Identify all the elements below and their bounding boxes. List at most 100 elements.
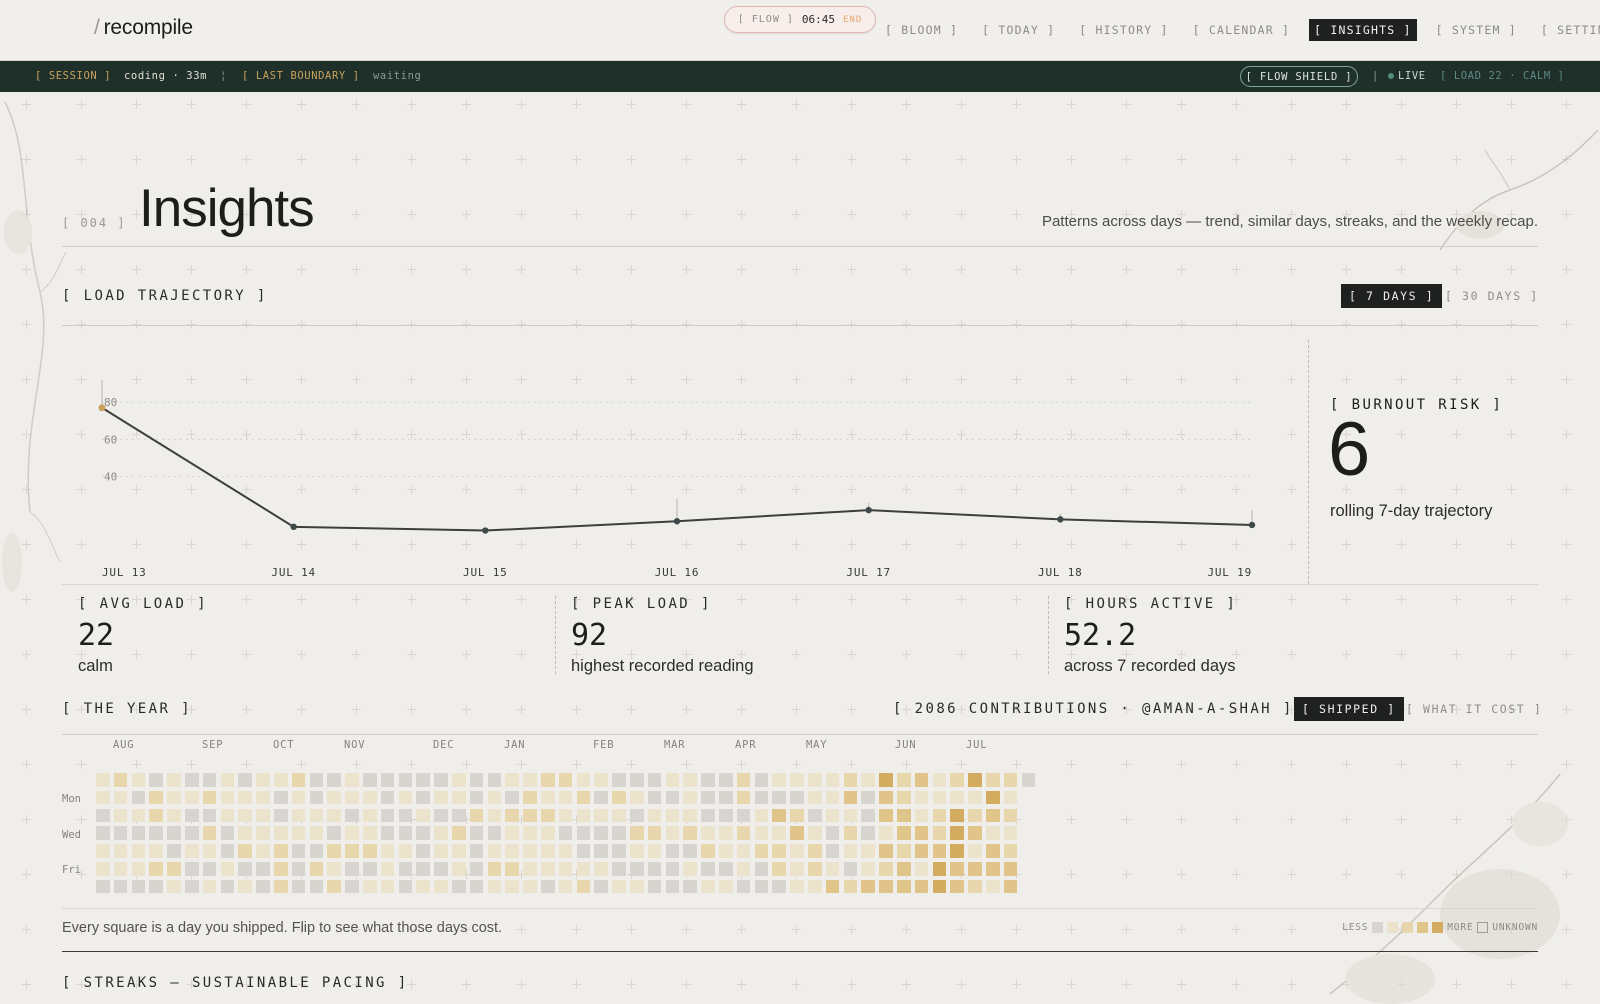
heatmap-cell[interactable]	[612, 826, 626, 840]
heatmap-cell[interactable]	[416, 844, 430, 858]
heatmap-cell[interactable]	[469, 808, 484, 823]
app-logo[interactable]: / recompile	[94, 16, 193, 40]
heatmap-cell[interactable]	[309, 790, 324, 805]
heatmap-cell[interactable]	[665, 790, 680, 805]
heatmap-cell[interactable]	[434, 879, 448, 894]
heatmap-cell[interactable]	[345, 826, 359, 840]
heatmap-cell[interactable]	[950, 844, 964, 858]
heatmap-cell[interactable]	[968, 862, 982, 876]
heatmap-cell[interactable]	[380, 826, 395, 840]
heatmap-cell[interactable]	[416, 879, 430, 894]
heatmap-cell[interactable]	[452, 862, 466, 876]
heatmap-cell[interactable]	[202, 826, 217, 840]
heatmap-cell[interactable]	[986, 790, 1000, 805]
heatmap-cell[interactable]	[754, 844, 769, 858]
heatmap-cell[interactable]	[434, 773, 448, 787]
heatmap-cell[interactable]	[452, 808, 466, 823]
heatmap-cell[interactable]	[825, 773, 840, 787]
heatmap-cell[interactable]	[950, 808, 964, 823]
heatmap-cell[interactable]	[986, 879, 1000, 894]
heatmap-cell[interactable]	[647, 879, 662, 894]
heatmap-cell[interactable]	[113, 826, 128, 840]
heatmap-cell[interactable]	[167, 790, 181, 805]
heatmap-cell[interactable]	[558, 808, 573, 823]
heatmap-cell[interactable]	[256, 790, 270, 805]
heatmap-cell[interactable]	[594, 808, 608, 823]
heatmap-cell[interactable]	[612, 862, 626, 876]
heatmap-cell[interactable]	[363, 808, 377, 823]
shipped-toggle[interactable]: [ SHIPPED ]	[1294, 697, 1404, 721]
heatmap-cell[interactable]	[719, 773, 733, 787]
heatmap-cell[interactable]	[256, 808, 270, 823]
heatmap-cell[interactable]	[363, 844, 377, 858]
heatmap-cell[interactable]	[558, 844, 573, 858]
nav-calendar[interactable]: [ CALENDAR ]	[1192, 23, 1291, 37]
heatmap-cell[interactable]	[380, 808, 395, 823]
heatmap-cell[interactable]	[505, 879, 519, 894]
heatmap-cell[interactable]	[167, 879, 181, 894]
heatmap-cell[interactable]	[185, 844, 199, 858]
heatmap-cell[interactable]	[380, 862, 395, 876]
heatmap-cell[interactable]	[825, 808, 840, 823]
heatmap-cell[interactable]	[238, 879, 252, 894]
heatmap-cell[interactable]	[612, 790, 626, 805]
heatmap-cell[interactable]	[434, 808, 448, 823]
heatmap-cell[interactable]	[861, 773, 875, 787]
heatmap-cell[interactable]	[683, 879, 697, 894]
heatmap-cell[interactable]	[861, 879, 875, 894]
heatmap-cell[interactable]	[96, 790, 110, 805]
heatmap-cell[interactable]	[505, 862, 519, 876]
heatmap-cell[interactable]	[843, 879, 858, 894]
heatmap-cell[interactable]	[523, 879, 537, 894]
heatmap-cell[interactable]	[523, 862, 537, 876]
heatmap-cell[interactable]	[754, 826, 769, 840]
heatmap-cell[interactable]	[932, 862, 947, 876]
heatmap-cell[interactable]	[1003, 879, 1018, 894]
range-30-days-toggle[interactable]: [ 30 DAYS ]	[1445, 289, 1539, 303]
heatmap-cell[interactable]	[202, 879, 217, 894]
heatmap-cell[interactable]	[612, 773, 626, 787]
heatmap-cell[interactable]	[487, 844, 502, 858]
heatmap-cell[interactable]	[238, 862, 252, 876]
heatmap-cell[interactable]	[701, 862, 715, 876]
heatmap-cell[interactable]	[950, 826, 964, 840]
heatmap-cell[interactable]	[541, 808, 555, 823]
heatmap-cell[interactable]	[932, 773, 947, 787]
heatmap-cell[interactable]	[647, 808, 662, 823]
nav-bloom[interactable]: [ BLOOM ]	[885, 23, 959, 37]
heatmap-cell[interactable]	[185, 826, 199, 840]
heatmap-cell[interactable]	[149, 790, 163, 805]
heatmap-cell[interactable]	[736, 862, 751, 876]
heatmap-cell[interactable]	[131, 879, 146, 894]
heatmap-cell[interactable]	[968, 808, 982, 823]
heatmap-cell[interactable]	[487, 826, 502, 840]
heatmap-cell[interactable]	[469, 826, 484, 840]
heatmap-cell[interactable]	[808, 773, 822, 787]
heatmap-cell[interactable]	[131, 773, 146, 787]
heatmap-cell[interactable]	[861, 826, 875, 840]
heatmap-cell[interactable]	[274, 808, 288, 823]
heatmap-cell[interactable]	[202, 862, 217, 876]
heatmap-cell[interactable]	[380, 844, 395, 858]
heatmap-cell[interactable]	[345, 879, 359, 894]
heatmap-cell[interactable]	[630, 826, 644, 840]
heatmap-cell[interactable]	[327, 826, 341, 840]
heatmap-cell[interactable]	[452, 773, 466, 787]
heatmap-cell[interactable]	[897, 826, 911, 840]
heatmap-cell[interactable]	[701, 826, 715, 840]
heatmap-cell[interactable]	[345, 790, 359, 805]
heatmap-cell[interactable]	[327, 773, 341, 787]
heatmap-cell[interactable]	[843, 826, 858, 840]
heatmap-cell[interactable]	[879, 808, 893, 823]
heatmap-cell[interactable]	[238, 844, 252, 858]
heatmap-cell[interactable]	[416, 808, 430, 823]
heatmap-cell[interactable]	[96, 862, 110, 876]
heatmap-cell[interactable]	[541, 773, 555, 787]
heatmap-cell[interactable]	[843, 790, 858, 805]
heatmap-cell[interactable]	[523, 773, 537, 787]
heatmap-cell[interactable]	[416, 862, 430, 876]
heatmap-cell[interactable]	[434, 790, 448, 805]
heatmap-cell[interactable]	[487, 879, 502, 894]
heatmap-cell[interactable]	[647, 773, 662, 787]
heatmap-cell[interactable]	[238, 808, 252, 823]
